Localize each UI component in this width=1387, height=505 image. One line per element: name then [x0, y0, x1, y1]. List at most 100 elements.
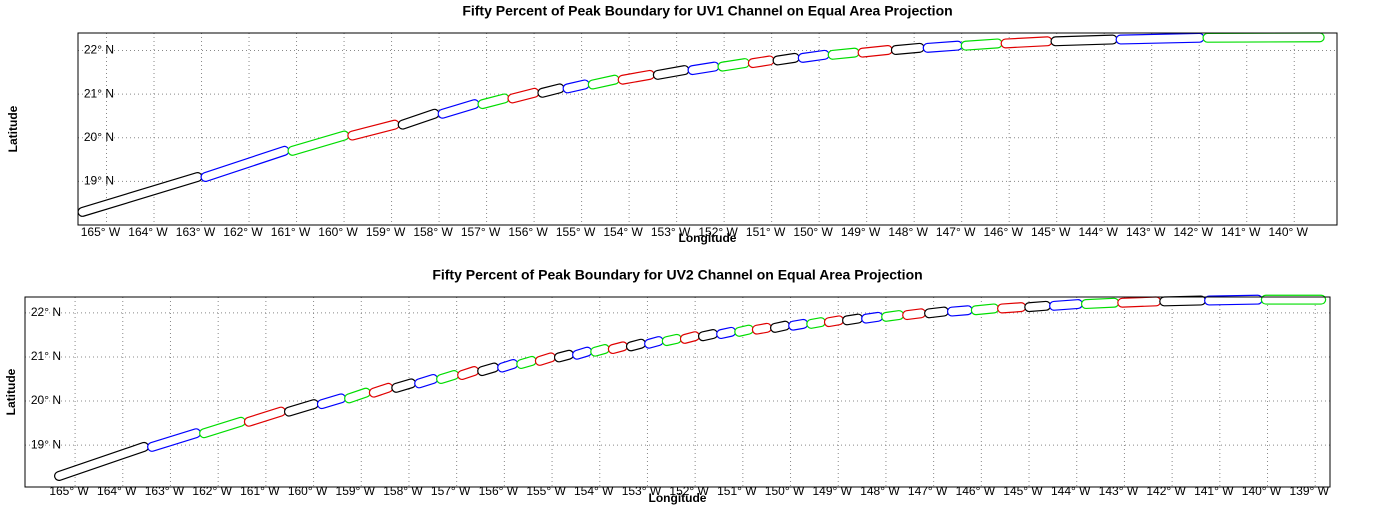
footprint	[436, 370, 460, 384]
chart-title: Fifty Percent of Peak Boundary for UV2 C…	[432, 267, 922, 283]
x-tick-label: 161° W	[240, 484, 280, 498]
footprint-interior	[948, 306, 972, 316]
x-tick-label: 141° W	[1194, 484, 1234, 498]
x-tick-label: 164° W	[128, 225, 168, 239]
footprint	[200, 145, 290, 182]
footprint-interior	[517, 357, 536, 368]
footprint-interior	[1082, 298, 1119, 308]
footprint-interior	[858, 46, 892, 57]
x-tick-label: 164° W	[97, 484, 137, 498]
footprint-interior	[753, 324, 771, 334]
footprint	[806, 317, 826, 329]
chart: Fifty Percent of Peak Boundary for UV1 C…	[6, 3, 1338, 245]
footprint	[697, 329, 719, 342]
footprint-interior	[749, 56, 774, 67]
footprint	[1049, 299, 1083, 311]
footprint	[414, 373, 439, 389]
footprint	[734, 324, 754, 337]
footprint-interior	[789, 320, 808, 330]
x-tick-label: 155° W	[526, 484, 566, 498]
footprint	[534, 352, 556, 366]
footprint-interior	[903, 309, 925, 319]
footprint-interior	[508, 88, 539, 103]
plot-area	[78, 33, 1337, 225]
footprint-interior	[536, 353, 555, 365]
footprint	[477, 362, 500, 377]
x-tick-label: 156° W	[479, 484, 519, 498]
footprint-interior	[1205, 295, 1262, 305]
footprint-interior	[1116, 33, 1204, 44]
footprint	[344, 387, 371, 404]
x-tick-label: 153° W	[622, 484, 662, 498]
footprint	[747, 55, 775, 69]
footprint	[842, 313, 864, 326]
footprint-interior	[288, 131, 349, 155]
x-tick-label: 158° W	[413, 225, 453, 239]
footprint	[652, 65, 690, 80]
footprint	[1000, 36, 1053, 49]
footprint	[857, 45, 893, 58]
footprint-interior	[573, 347, 591, 359]
x-tick-label: 159° W	[366, 225, 406, 239]
x-tick-label: 141° W	[1221, 225, 1261, 239]
footprint-interior	[843, 314, 862, 325]
x-tick-label: 162° W	[223, 225, 263, 239]
footprint	[590, 344, 610, 357]
x-tick-label: 160° W	[318, 225, 358, 239]
footprint	[772, 52, 800, 66]
x-tick-label: 165° W	[81, 225, 121, 239]
footprint	[516, 355, 537, 370]
footprint-interior	[458, 367, 478, 379]
footprint	[1117, 296, 1162, 308]
footprint-interior	[654, 66, 689, 79]
footprint-interior	[1025, 302, 1050, 311]
footprint	[572, 346, 593, 360]
footprint	[54, 441, 150, 481]
footprint-interior	[438, 100, 479, 118]
y-tick-label: 22° N	[84, 43, 114, 57]
footprint	[243, 406, 286, 427]
y-tick-label: 21° N	[31, 349, 61, 363]
footprint-interior	[735, 325, 753, 336]
footprint-interior	[245, 407, 285, 426]
footprint	[970, 303, 1000, 316]
y-axis-label: Latitude	[6, 105, 20, 152]
footprint	[147, 428, 202, 452]
x-tick-label: 139° W	[1289, 484, 1329, 498]
x-tick-label: 151° W	[717, 484, 757, 498]
footprint-interior	[588, 75, 619, 89]
footprint-interior	[318, 394, 345, 408]
footprint	[679, 331, 700, 344]
x-tick-label: 142° W	[1146, 484, 1186, 498]
y-tick-label: 20° N	[84, 130, 114, 144]
footprint-interior	[771, 321, 789, 332]
footprint	[391, 378, 417, 393]
x-tick-label: 163° W	[176, 225, 216, 239]
footprint	[625, 338, 647, 352]
x-tick-label: 140° W	[1268, 225, 1308, 239]
footprint	[1024, 300, 1052, 313]
plot-area	[25, 297, 1330, 487]
footprint	[960, 38, 1003, 51]
y-tick-label: 19° N	[31, 437, 61, 451]
footprint-interior	[825, 316, 843, 326]
footprint-interior	[688, 62, 719, 74]
footprint-interior	[498, 360, 518, 372]
x-tick-label: 149° W	[841, 225, 881, 239]
footprint	[497, 359, 519, 373]
x-tick-label: 160° W	[288, 484, 328, 498]
x-tick-label: 157° W	[461, 225, 501, 239]
x-tick-label: 146° W	[956, 484, 996, 498]
footprint-interior	[78, 173, 202, 216]
y-tick-label: 21° N	[84, 86, 114, 100]
footprint	[397, 108, 440, 130]
x-tick-label: 157° W	[431, 484, 471, 498]
footprint-interior	[1118, 297, 1160, 307]
footprint	[861, 311, 884, 324]
footprint-interior	[370, 384, 393, 397]
footprint-interior	[398, 109, 439, 129]
footprint	[1050, 34, 1118, 47]
footprint	[661, 333, 682, 347]
x-tick-label: 158° W	[383, 484, 423, 498]
